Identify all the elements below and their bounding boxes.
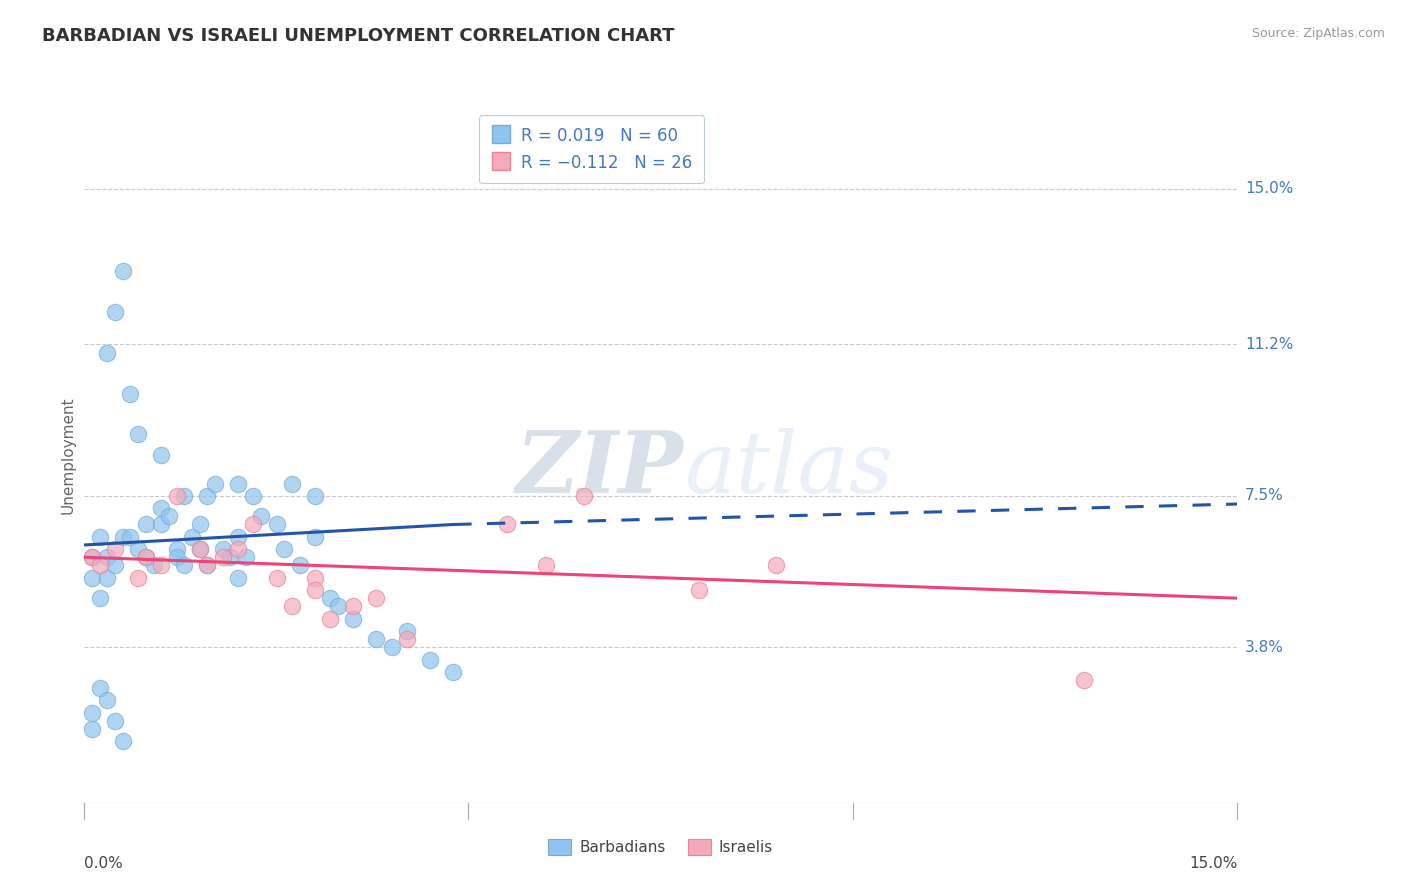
Point bbox=[195, 558, 218, 573]
Point bbox=[80, 550, 103, 565]
Point bbox=[127, 571, 149, 585]
Point bbox=[188, 542, 211, 557]
Point bbox=[96, 571, 118, 585]
Point bbox=[80, 706, 103, 720]
Text: Source: ZipAtlas.com: Source: ZipAtlas.com bbox=[1251, 27, 1385, 40]
Point bbox=[150, 448, 173, 462]
Text: 0.0%: 0.0% bbox=[84, 856, 124, 871]
Point bbox=[304, 582, 326, 597]
Point bbox=[266, 571, 288, 585]
Point bbox=[219, 550, 242, 565]
Point bbox=[80, 722, 103, 736]
Point bbox=[80, 550, 103, 565]
Point bbox=[111, 734, 134, 748]
Point bbox=[89, 681, 111, 696]
Text: 11.2%: 11.2% bbox=[1244, 337, 1294, 352]
Point bbox=[342, 599, 364, 614]
Point bbox=[342, 612, 364, 626]
Legend: Barbadians, Israelis: Barbadians, Israelis bbox=[543, 833, 779, 862]
Point bbox=[204, 476, 226, 491]
Point bbox=[120, 530, 142, 544]
Point bbox=[304, 530, 326, 544]
Point bbox=[304, 489, 326, 503]
Point bbox=[572, 489, 595, 503]
Text: 15.0%: 15.0% bbox=[1244, 181, 1294, 196]
Point bbox=[173, 558, 195, 573]
Point bbox=[281, 599, 304, 614]
Point bbox=[319, 612, 342, 626]
Point bbox=[242, 517, 264, 532]
Point bbox=[226, 530, 249, 544]
Point bbox=[188, 517, 211, 532]
Point bbox=[89, 558, 111, 573]
Point bbox=[135, 550, 157, 565]
Point bbox=[366, 591, 388, 606]
Point bbox=[211, 550, 233, 565]
Point bbox=[104, 714, 127, 728]
Point bbox=[150, 517, 173, 532]
Point bbox=[96, 345, 118, 359]
Point bbox=[288, 558, 311, 573]
Point bbox=[120, 386, 142, 401]
Text: BARBADIAN VS ISRAELI UNEMPLOYMENT CORRELATION CHART: BARBADIAN VS ISRAELI UNEMPLOYMENT CORREL… bbox=[42, 27, 675, 45]
Point bbox=[534, 558, 557, 573]
Point bbox=[181, 530, 204, 544]
Point bbox=[195, 489, 218, 503]
Point bbox=[366, 632, 388, 646]
Point bbox=[173, 489, 195, 503]
Point bbox=[127, 542, 149, 557]
Point bbox=[166, 489, 188, 503]
Point bbox=[104, 558, 127, 573]
Point bbox=[89, 530, 111, 544]
Point bbox=[96, 550, 118, 565]
Point bbox=[226, 476, 249, 491]
Point bbox=[226, 571, 249, 585]
Point bbox=[127, 427, 149, 442]
Point bbox=[765, 558, 787, 573]
Point bbox=[150, 501, 173, 516]
Point bbox=[104, 542, 127, 557]
Point bbox=[166, 550, 188, 565]
Point bbox=[250, 509, 273, 524]
Text: atlas: atlas bbox=[683, 427, 893, 510]
Point bbox=[273, 542, 295, 557]
Point bbox=[441, 665, 464, 679]
Point bbox=[111, 264, 134, 278]
Point bbox=[381, 640, 404, 655]
Point bbox=[89, 591, 111, 606]
Text: 7.5%: 7.5% bbox=[1244, 488, 1284, 503]
Point bbox=[396, 632, 419, 646]
Point bbox=[304, 571, 326, 585]
Point bbox=[195, 558, 218, 573]
Point bbox=[96, 693, 118, 707]
Point bbox=[211, 542, 233, 557]
Point bbox=[496, 517, 519, 532]
Point bbox=[266, 517, 288, 532]
Point bbox=[226, 542, 249, 557]
Point bbox=[188, 542, 211, 557]
Text: 3.8%: 3.8% bbox=[1244, 640, 1284, 655]
Point bbox=[142, 558, 165, 573]
Point bbox=[281, 476, 304, 491]
Point bbox=[419, 652, 441, 666]
Point bbox=[111, 530, 134, 544]
Point bbox=[150, 558, 173, 573]
Point bbox=[235, 550, 257, 565]
Point bbox=[104, 304, 127, 318]
Y-axis label: Unemployment: Unemployment bbox=[60, 396, 76, 514]
Point bbox=[326, 599, 349, 614]
Point bbox=[135, 517, 157, 532]
Point bbox=[135, 550, 157, 565]
Point bbox=[242, 489, 264, 503]
Point bbox=[319, 591, 342, 606]
Point bbox=[80, 571, 103, 585]
Point bbox=[157, 509, 180, 524]
Point bbox=[396, 624, 419, 638]
Text: ZIP: ZIP bbox=[516, 427, 683, 510]
Text: 15.0%: 15.0% bbox=[1189, 856, 1237, 871]
Point bbox=[1073, 673, 1095, 687]
Point bbox=[688, 582, 710, 597]
Point bbox=[166, 542, 188, 557]
